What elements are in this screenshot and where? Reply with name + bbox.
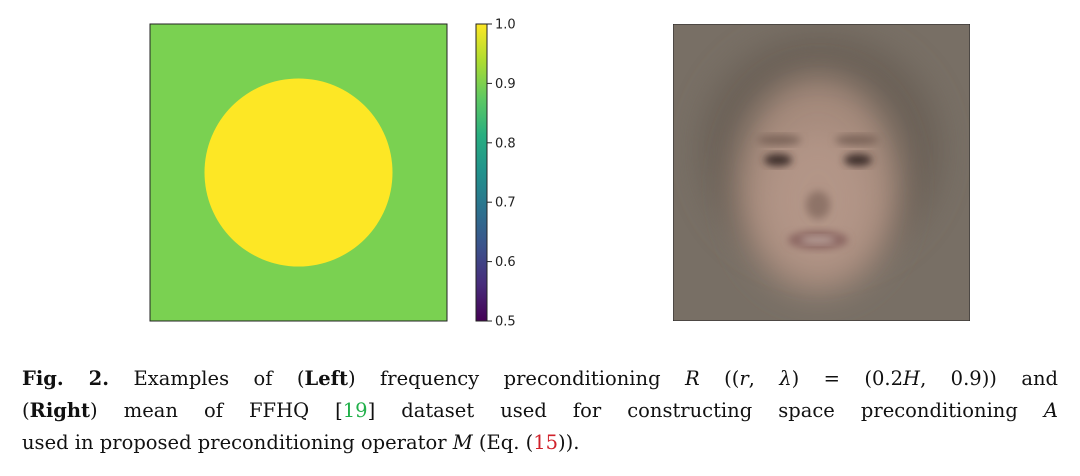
figure-label: Fig. 2. [22,367,110,390]
left-eye [764,154,792,166]
caption-text: (Eq. ( [472,431,534,454]
caption-line-2: (Right) mean of FFHQ [19] dataset used f… [22,395,1058,427]
caption-text: (( [699,367,740,390]
caption-text: ) = (0.2 [791,367,904,390]
math-r: r [739,367,749,390]
colorbar-tick-label: 0.5 [495,315,516,330]
caption-line-1: Fig. 2. Examples of (Left) frequency pre… [22,363,1058,395]
caption-text: ( [22,399,30,422]
colorbar-ticks: 1.0 0.9 0.8 0.7 0.6 0.5 [487,18,516,330]
teeth [800,236,836,244]
ffhq-mean-face-image [673,24,970,321]
right-eye [844,154,872,166]
math-R: R [684,367,700,390]
colorbar-tick-label: 0.6 [495,255,516,270]
caption-text: , 0.9)) and [920,367,1058,390]
caption-text: ) mean of FFHQ [ [90,399,343,422]
caption-right-label: Right [29,399,91,422]
colorbar-tick-label: 1.0 [495,18,516,33]
nose [806,191,830,219]
citation-link-19[interactable]: 19 [342,399,368,422]
frequency-circle [204,78,393,267]
caption-text: ] dataset used for constructing space pr… [367,399,1044,422]
equation-link-15[interactable]: 15 [533,431,559,454]
math-M: M [452,431,473,454]
math-A: A [1043,399,1058,422]
caption-text: , [748,367,780,390]
right-eyebrow [835,135,879,145]
math-H: H [903,367,921,390]
caption-text: used in proposed preconditioning operato… [22,431,453,454]
colorbar-tick-label: 0.9 [495,77,516,92]
caption-text: ) frequency preconditioning [348,367,685,390]
colorbar-gradient [475,23,488,322]
caption-text: Examples of ( [133,367,305,390]
colorbar: 1.0 0.9 0.8 0.7 0.6 0.5 [475,18,516,330]
caption-left-label: Left [304,367,349,390]
frequency-preconditioning-image [149,23,448,322]
colorbar-tick-label: 0.7 [495,196,516,211]
colorbar-tick-label: 0.8 [495,136,516,151]
caption-line-3: used in proposed preconditioning operato… [22,427,1058,459]
figure-caption: Fig. 2. Examples of (Left) frequency pre… [22,363,1058,459]
math-lambda: λ [779,367,792,390]
caption-text: )). [558,431,580,454]
left-eyebrow [757,135,801,145]
